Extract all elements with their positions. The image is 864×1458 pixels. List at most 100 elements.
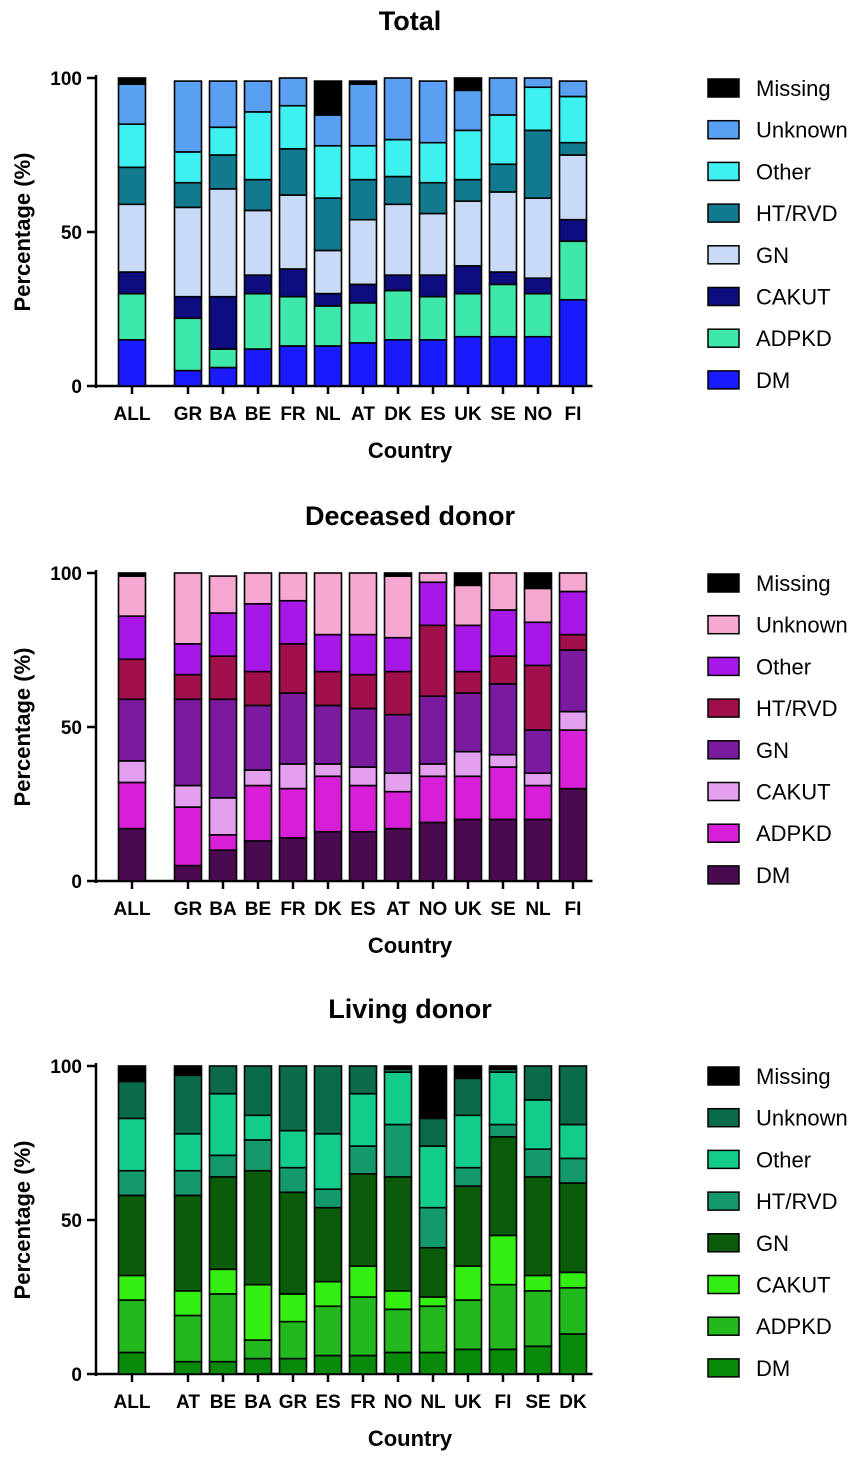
legend-swatch-ht-rvd xyxy=(707,698,740,718)
y-axis-label: Percentage (%) xyxy=(10,1141,35,1300)
bar-segment-uk-gn xyxy=(453,692,483,753)
bar-segment-fr-adpkd xyxy=(278,295,308,347)
bar-segment-ba-cakut xyxy=(243,1283,273,1341)
bar-segment-gr-dm xyxy=(173,864,203,882)
bar-segment-uk-other xyxy=(453,1114,483,1169)
legend-label-dm: DM xyxy=(756,1356,790,1381)
bar-segment-se-adpkd xyxy=(488,766,518,821)
bar-segment-at-adpkd xyxy=(173,1314,203,1363)
bar-segment-ba-ht-rvd xyxy=(243,1139,273,1172)
bar-segment-all-dm xyxy=(117,338,147,387)
x-tick-label-fi: FI xyxy=(565,404,582,425)
legend-swatch-unknown xyxy=(707,119,740,140)
bar-segment-fi-ht-rvd xyxy=(488,1123,518,1138)
x-tick-label-es: ES xyxy=(315,1392,340,1413)
bar-segment-fr-dm xyxy=(278,837,308,882)
x-tick-label-be: BE xyxy=(245,899,271,920)
bar-segment-uk-dm xyxy=(453,1348,483,1375)
bar-segment-uk-cakut xyxy=(453,1265,483,1301)
x-tick-label-at: AT xyxy=(176,1392,200,1413)
x-tick-label-uk: UK xyxy=(454,1392,482,1413)
bar-segment-ba-adpkd xyxy=(208,348,238,369)
bar-segment-gr-gn xyxy=(173,206,203,298)
bar-segment-gr-ht-rvd xyxy=(173,181,203,209)
bar-segment-es-adpkd xyxy=(313,1305,343,1357)
bar-segment-no-missing xyxy=(383,1065,413,1070)
bar-segment-se-cakut xyxy=(488,271,518,286)
bar-segment-fr-dm xyxy=(278,345,308,387)
bar-segment-at-adpkd xyxy=(383,790,413,830)
bar-segment-all-dm xyxy=(117,827,147,882)
bar-segment-no-gn xyxy=(523,197,553,279)
bar-segment-gr-adpkd xyxy=(173,317,203,372)
chart-title: Deceased donor xyxy=(305,501,516,531)
bar-segment-uk-ht-rvd xyxy=(453,670,483,694)
bar-segment-dk-ht-rvd xyxy=(313,670,343,707)
legend-label-gn: GN xyxy=(756,243,789,268)
bar-segment-uk-unknown xyxy=(453,584,483,627)
chart-living-donor: Living donor Percentage (%) 0 50 100 ALL AT BE B… xyxy=(0,988,864,1458)
bar-segment-es-gn xyxy=(418,212,448,276)
legend-label-ht-rvd: HT/RVD xyxy=(756,696,838,721)
legend-swatch-ht-rvd xyxy=(707,203,740,223)
bar-segment-at-missing xyxy=(348,80,378,85)
bar-segment-dk-cakut xyxy=(383,274,413,292)
bar-segment-at-ht-rvd xyxy=(173,1169,203,1197)
bar-segment-nl-adpkd xyxy=(523,784,553,821)
legend-label-other: Other xyxy=(756,159,811,184)
bar-segment-gr-other xyxy=(278,1129,308,1169)
bar-segment-ba-ht-rvd xyxy=(208,655,238,701)
bar-segment-no-adpkd xyxy=(523,292,553,338)
bar-segment-no-ht-rvd xyxy=(523,129,553,199)
legend-swatch-unknown xyxy=(707,614,740,635)
bar-segment-at-cakut xyxy=(383,772,413,793)
bar-segment-es-gn xyxy=(313,1206,343,1283)
legend-label-unknown: Unknown xyxy=(756,118,848,143)
bar-segment-nl-cakut xyxy=(523,772,553,787)
bar-segment-uk-dm xyxy=(453,818,483,882)
x-tick-label-at: AT xyxy=(351,404,375,425)
bar-segment-nl-missing xyxy=(313,80,343,116)
bar-segment-be-unknown xyxy=(208,1065,238,1095)
legend-label-cakut: CAKUT xyxy=(756,780,831,805)
bar-segment-es-dm xyxy=(418,338,448,387)
bar-segment-nl-cakut xyxy=(313,292,343,307)
legend-label-unknown: Unknown xyxy=(756,1106,848,1131)
x-tick-label-ba: BA xyxy=(209,899,237,920)
bar-segment-gr-other xyxy=(173,151,203,184)
x-tick-label-no: NO xyxy=(384,1392,413,1413)
bar-segment-nl-unknown xyxy=(313,114,343,147)
bar-segment-no-ht-rvd xyxy=(418,624,448,697)
legend-swatch-missing xyxy=(707,1066,740,1086)
legend-label-missing: Missing xyxy=(756,571,831,596)
x-tick-label-dk: DK xyxy=(384,404,412,425)
x-tick-label-gr: GR xyxy=(174,404,203,425)
bar-segment-be-adpkd xyxy=(243,784,273,842)
bar-segment-fi-other xyxy=(488,1071,518,1126)
bar-segment-be-gn xyxy=(208,1176,238,1271)
bar-segment-fr-cakut xyxy=(278,763,308,790)
bar-segment-es-ht-rvd xyxy=(313,1188,343,1209)
bar-segment-at-gn xyxy=(383,713,413,774)
bar-segment-es-ht-rvd xyxy=(348,673,378,710)
legend-label-dm: DM xyxy=(756,863,790,888)
x-tick-label-no: NO xyxy=(524,404,553,425)
bar-segment-ba-dm xyxy=(208,366,238,387)
x-axis-label: Country xyxy=(368,1426,453,1451)
bar-segment-dk-other xyxy=(313,633,343,673)
bar-segment-all-other xyxy=(117,615,147,661)
bar-segment-fr-ht-rvd xyxy=(348,1145,378,1175)
x-tick-label-ba: BA xyxy=(209,404,237,425)
bar-segment-ba-unknown xyxy=(243,1065,273,1117)
bar-segment-es-dm xyxy=(313,1354,343,1375)
bar-segment-be-ht-rvd xyxy=(243,670,273,707)
bar-segment-es-cakut xyxy=(418,274,448,298)
bar-segment-fi-other xyxy=(558,95,588,144)
bar-segment-all-gn xyxy=(117,1194,147,1277)
legend-label-ht-rvd: HT/RVD xyxy=(756,1189,838,1214)
bar-segment-se-gn xyxy=(488,191,518,273)
legend-label-unknown: Unknown xyxy=(756,613,848,638)
legend-label-adpkd: ADPKD xyxy=(756,326,832,351)
legend-swatch-gn xyxy=(707,740,740,760)
bar-segment-fr-cakut xyxy=(278,268,308,298)
